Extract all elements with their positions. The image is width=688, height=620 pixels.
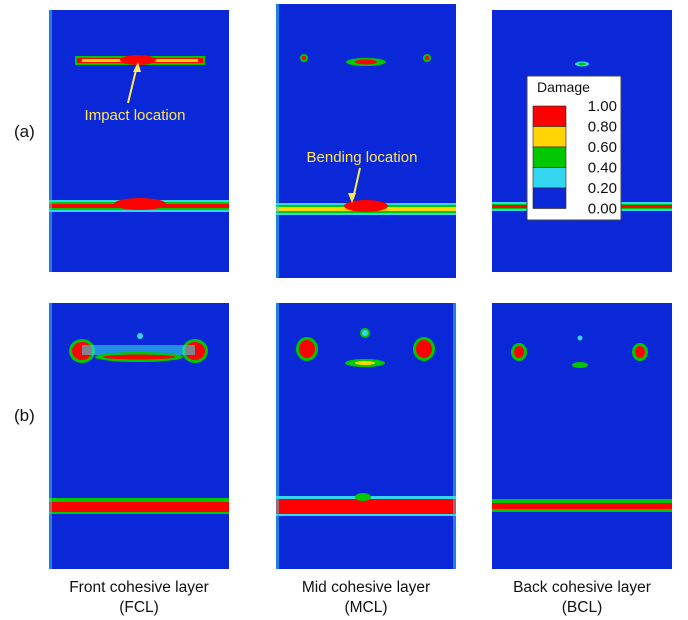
column-label-fcl: Front cohesive layer (FCL)	[34, 578, 244, 618]
damage-legend: Damage 1.00 0.80 0.60 0.40 0.20 0.00	[526, 75, 622, 221]
panel-a-mcl	[276, 4, 456, 278]
legend-swatch	[532, 167, 567, 189]
column-name: Front cohesive layer	[69, 579, 209, 596]
impact-label: Impact location	[85, 107, 186, 124]
impact-annotation: Impact location	[85, 62, 186, 124]
legend-tick-label: 0.60	[588, 139, 617, 156]
column-label-mcl: Mid cohesive layer (MCL)	[261, 578, 471, 618]
column-abbr: (FCL)	[119, 599, 159, 616]
row-label-a: (a)	[14, 122, 35, 141]
row-label-b: (b)	[14, 406, 35, 425]
legend-title: Damage	[537, 79, 590, 95]
legend-tick-label: 0.40	[588, 160, 617, 177]
column-label-bcl: Back cohesive layer (BCL)	[477, 578, 687, 618]
panel-a-fcl	[49, 10, 229, 272]
legend-swatch	[532, 146, 567, 168]
panel-b-fcl	[49, 303, 229, 569]
legend-tick-label: 0.00	[588, 201, 617, 218]
legend-swatch	[532, 126, 567, 148]
panel-b-mcl	[276, 303, 456, 569]
column-abbr: (MCL)	[344, 599, 388, 616]
legend-tick-label: 0.80	[588, 119, 617, 136]
bending-annotation: Bending location	[307, 149, 418, 203]
panel-b-bcl	[492, 303, 672, 569]
column-abbr: (BCL)	[561, 599, 603, 616]
column-name: Back cohesive layer	[513, 579, 651, 596]
legend-swatch	[532, 187, 567, 209]
legend-tick-label: 0.20	[588, 180, 617, 197]
legend-swatch	[532, 105, 567, 127]
legend-tick-label: 1.00	[588, 98, 617, 115]
column-name: Mid cohesive layer	[301, 579, 431, 596]
bending-label: Bending location	[307, 149, 418, 166]
